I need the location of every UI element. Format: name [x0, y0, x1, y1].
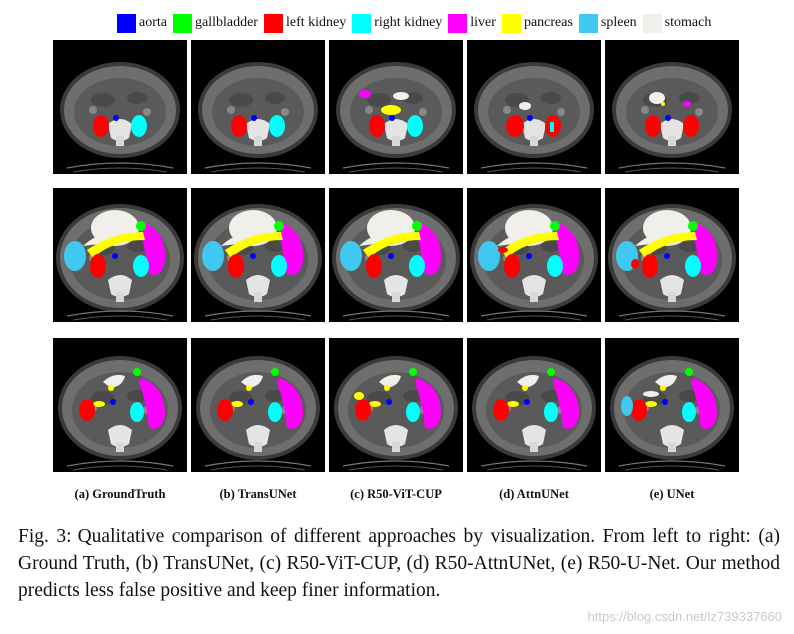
- ct-slice-row3-r50-vit-cup: [329, 338, 463, 472]
- caption-groundtruth: (a) GroundTruth: [74, 487, 166, 501]
- ct-slice-row1-transunet: [191, 40, 325, 174]
- legend-swatch-pancreas: [501, 13, 521, 33]
- caption-r50-vit-cup: (c) R50-ViT-CUP: [350, 487, 442, 501]
- organ-legend: aorta gallbladder left kidney right kidn…: [117, 12, 717, 34]
- legend-item-right-kidney: right kidney: [352, 13, 448, 33]
- legend-swatch-stomach: [642, 13, 662, 33]
- caption-attnunet: (d) AttnUNet: [499, 487, 569, 501]
- legend-label-liver: liver: [470, 15, 496, 30]
- legend-item-stomach: stomach: [642, 13, 718, 33]
- legend-label-aorta: aorta: [139, 15, 167, 30]
- legend-label-left-kidney: left kidney: [285, 15, 347, 30]
- ct-slice-illustration: [56, 204, 184, 321]
- figure-caption: Fig. 3: Qualitative comparison of differe…: [18, 523, 780, 604]
- ct-slice-row2-attnunet: [467, 188, 601, 322]
- ct-slice-illustration: [196, 356, 320, 471]
- figure-caption-text: Qualitative comparison of different appr…: [18, 526, 781, 601]
- legend-item-spleen: spleen: [578, 13, 643, 33]
- ct-slice-row3-attnunet: [467, 338, 601, 472]
- ct-slice-illustration: [610, 356, 734, 471]
- watermark-text: https://blog.csdn.net/lz739337660: [587, 609, 782, 624]
- ct-slice-row1-attnunet: [467, 40, 601, 174]
- legend-swatch-gallbladder: [172, 13, 192, 33]
- legend-item-aorta: aorta: [117, 13, 173, 33]
- ct-slice-row3-unet: [605, 338, 739, 472]
- legend-swatch-left-kidney: [263, 13, 283, 33]
- ct-slice-illustration: [472, 356, 596, 471]
- ct-slice-illustration: [334, 356, 458, 471]
- legend-label-right-kidney: right kidney: [374, 15, 443, 30]
- legend-swatch-right-kidney: [352, 13, 372, 33]
- ct-slice-row1-unet: [605, 40, 739, 174]
- ct-slice-illustration: [58, 356, 182, 471]
- legend-item-gallbladder: gallbladder: [172, 13, 264, 33]
- ct-slice-row2-transunet: [191, 188, 325, 322]
- ct-slice-illustration: [470, 204, 598, 321]
- ct-slice-illustration: [198, 62, 318, 173]
- caption-unet: (e) UNet: [649, 487, 695, 501]
- ct-slice-row2-r50-vit-cup: [329, 188, 463, 322]
- legend-label-gallbladder: gallbladder: [194, 15, 258, 30]
- legend-label-pancreas: pancreas: [523, 15, 573, 30]
- legend-swatch-liver: [448, 13, 468, 33]
- ct-slice-row3-transunet: [191, 338, 325, 472]
- ct-slice-illustration: [612, 62, 732, 173]
- legend-swatch-aorta: [117, 13, 136, 33]
- figure-caption-label: Fig. 3:: [18, 526, 72, 547]
- legend-swatch-spleen: [578, 13, 598, 33]
- ct-slice-row1-groundtruth: [53, 40, 187, 174]
- legend-item-liver: liver: [448, 13, 502, 33]
- legend-label-stomach: stomach: [664, 15, 712, 30]
- ct-slice-illustration: [332, 204, 460, 321]
- caption-transunet: (b) TransUNet: [219, 487, 297, 501]
- ct-slice-illustration: [474, 62, 594, 173]
- column-captions: (a) GroundTruth (b) TransUNet (c) R50-Vi…: [53, 486, 767, 504]
- legend-item-left-kidney: left kidney: [263, 13, 352, 33]
- ct-image-grid: [53, 40, 767, 472]
- legend-label-spleen: spleen: [600, 15, 637, 30]
- ct-slice-illustration: [336, 62, 456, 173]
- ct-slice-row2-groundtruth: [53, 188, 187, 322]
- ct-slice-row3-groundtruth: [53, 338, 187, 472]
- legend-item-pancreas: pancreas: [501, 13, 579, 33]
- ct-slice-illustration: [194, 204, 322, 321]
- ct-slice-illustration: [608, 204, 736, 321]
- ct-slice-row2-unet: [605, 188, 739, 322]
- ct-slice-illustration: [60, 62, 180, 173]
- ct-slice-row1-r50-vit-cup: [329, 40, 463, 174]
